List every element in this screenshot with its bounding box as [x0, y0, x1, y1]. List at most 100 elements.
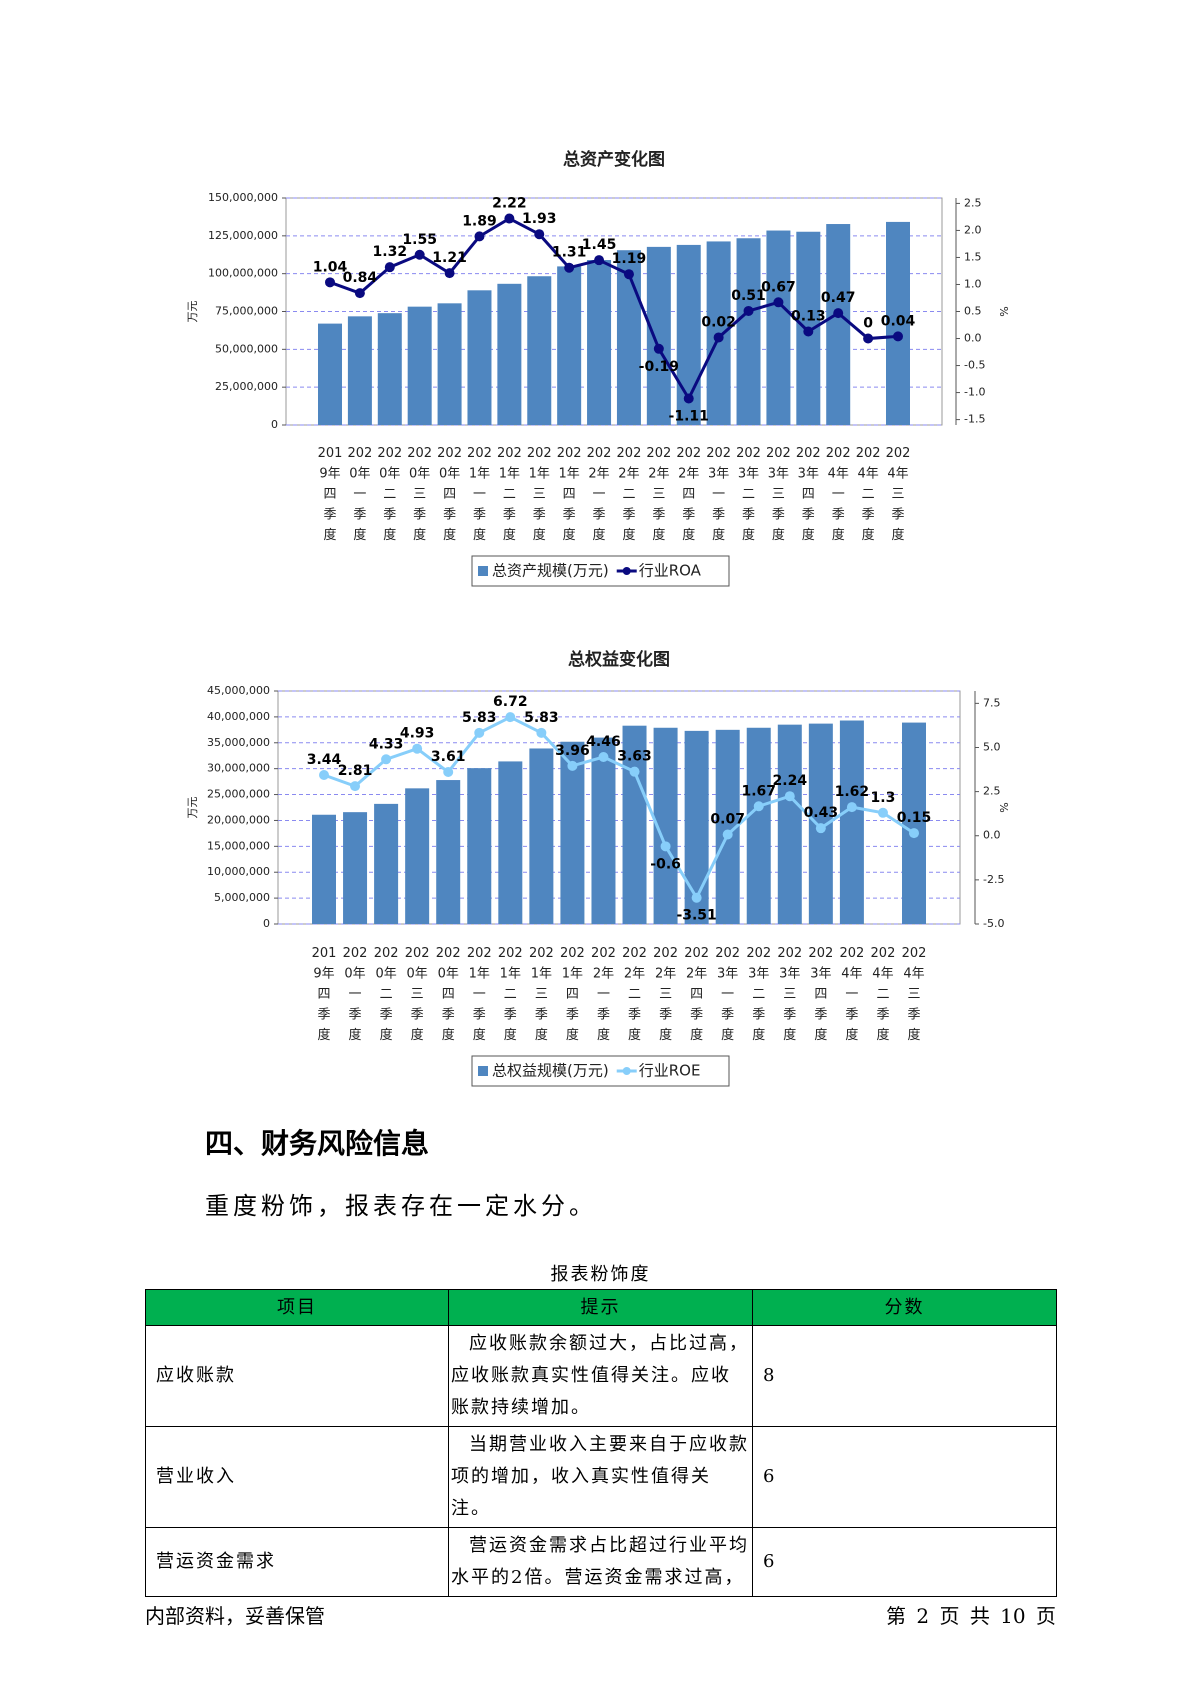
bar	[736, 238, 761, 425]
data-label: 1.62	[835, 784, 870, 800]
legend-swatch	[622, 1067, 631, 1075]
chart: 总资产变化图 0 25,000,000 50,000,000 75,000,000 100…	[186, 149, 1011, 587]
x-tick-label: 202 4年三季度	[902, 946, 927, 1043]
x-tick-label: 202 4年三季度	[886, 446, 911, 543]
data-label: -0.6	[650, 856, 681, 872]
bar	[587, 260, 612, 425]
point	[660, 841, 671, 852]
data-label: 3.61	[431, 749, 466, 765]
point	[354, 288, 365, 299]
x-tick-label: 202 0年四季度	[436, 946, 461, 1043]
x-tick-label: 202 1年四季度	[557, 446, 582, 543]
bar	[529, 748, 554, 924]
data-label: 1.67	[741, 783, 776, 799]
point	[863, 333, 874, 344]
bar	[839, 720, 864, 924]
y2-tick-label: 5.0	[983, 740, 1001, 753]
data-label: 0.43	[804, 805, 839, 821]
y2-tick-label: -0.5	[964, 359, 985, 372]
x-tick-label: 202 3年四季度	[796, 446, 821, 543]
bar	[497, 283, 522, 425]
data-label: 5.83	[524, 710, 559, 726]
y-tick-label: 20,000,000	[207, 813, 270, 826]
table-row: 营运资金需求 营运资金需求占比超过行业平均水平的2倍。营运资金需求过高， 6	[145, 1527, 1057, 1597]
point	[534, 229, 545, 240]
y-tick-label: 125,000,000	[208, 229, 278, 242]
bar	[405, 788, 430, 924]
bar	[318, 323, 342, 425]
legend-label: 行业ROA	[639, 562, 702, 580]
point	[653, 343, 664, 354]
header-cell: 分数	[752, 1289, 1057, 1326]
y2-tick-label: 1.0	[964, 277, 982, 290]
data-label: 3.44	[307, 752, 342, 768]
y-axis-label: 万元	[186, 797, 199, 819]
point	[443, 767, 454, 778]
y2-tick-label: -5.0	[983, 917, 1004, 930]
bar	[343, 812, 368, 924]
cell: 8	[752, 1325, 1057, 1427]
y2-tick-label: -1.0	[964, 386, 985, 399]
x-tick-label: 202 2年三季度	[646, 446, 671, 543]
x-tick-label: 202 2年二季度	[622, 946, 647, 1043]
x-tick-label: 202 3年四季度	[808, 946, 833, 1043]
y-tick-label: 100,000,000	[208, 267, 278, 280]
data-label: 3.63	[617, 749, 652, 765]
chart: 总权益变化图 0 5,000,000 10,000,000 15,000,000 20,0…	[186, 649, 1011, 1087]
data-label: 2.81	[338, 763, 373, 779]
bar	[347, 316, 372, 425]
bar	[498, 761, 523, 924]
y-tick-label: 0	[271, 418, 278, 431]
x-tick-label: 202 1年二季度	[498, 946, 523, 1043]
x-tick-label: 202 1年三季度	[529, 946, 554, 1043]
data-label: 1.04	[313, 259, 348, 275]
bar	[560, 741, 585, 924]
bar	[591, 737, 616, 924]
bar	[374, 803, 399, 924]
y-tick-label: 10,000,000	[207, 865, 270, 878]
y-tick-label: 15,000,000	[207, 839, 270, 852]
point	[598, 752, 609, 763]
x-tick-label: 202 0年二季度	[377, 446, 402, 543]
y-tick-label: 50,000,000	[215, 342, 278, 355]
bar	[467, 768, 492, 924]
point	[846, 802, 857, 813]
cell: 当期营业收入主要来自于应收款项的增加，收入真实性值得关注。	[448, 1426, 753, 1528]
x-tick-label: 202 0年三季度	[407, 446, 432, 543]
data-label: -3.51	[676, 908, 716, 924]
x-tick-label: 202 0年一季度	[343, 946, 368, 1043]
y-axis-label: 万元	[186, 301, 199, 323]
point	[784, 791, 795, 802]
data-label: -1.11	[669, 409, 709, 425]
data-label: 4.33	[369, 736, 404, 752]
data-label: 0.02	[701, 314, 736, 330]
table: 项目 提示 分数 应收账款 应收账款余额过大，占比过高，应收账款真实性值得关注。…	[145, 1289, 1057, 1597]
bar	[527, 276, 552, 425]
bar	[886, 221, 910, 425]
point	[691, 892, 702, 903]
point	[444, 268, 455, 279]
x-tick-label: 202 1年一季度	[467, 446, 492, 543]
data-label: 0.51	[731, 288, 766, 304]
x-tick-label: 202 1年三季度	[527, 446, 552, 543]
point	[474, 231, 485, 242]
point	[803, 326, 814, 337]
point	[722, 829, 733, 840]
y-tick-label: 25,000,000	[207, 788, 270, 801]
x-tick-label: 202 3年二季度	[746, 946, 771, 1043]
bar	[377, 313, 402, 425]
data-label: 0	[863, 316, 873, 332]
bar	[557, 266, 582, 425]
point	[743, 305, 754, 316]
bar	[437, 303, 462, 425]
data-label: 0.13	[791, 308, 826, 324]
table-header: 项目 提示 分数	[145, 1289, 1057, 1326]
point	[713, 332, 724, 343]
header-cell: 提示	[448, 1289, 753, 1326]
bar	[902, 722, 926, 924]
point	[567, 760, 578, 771]
data-label: 2.24	[773, 773, 808, 789]
x-tick-label: 202 0年三季度	[405, 946, 430, 1043]
y-tick-label: 75,000,000	[215, 305, 278, 318]
